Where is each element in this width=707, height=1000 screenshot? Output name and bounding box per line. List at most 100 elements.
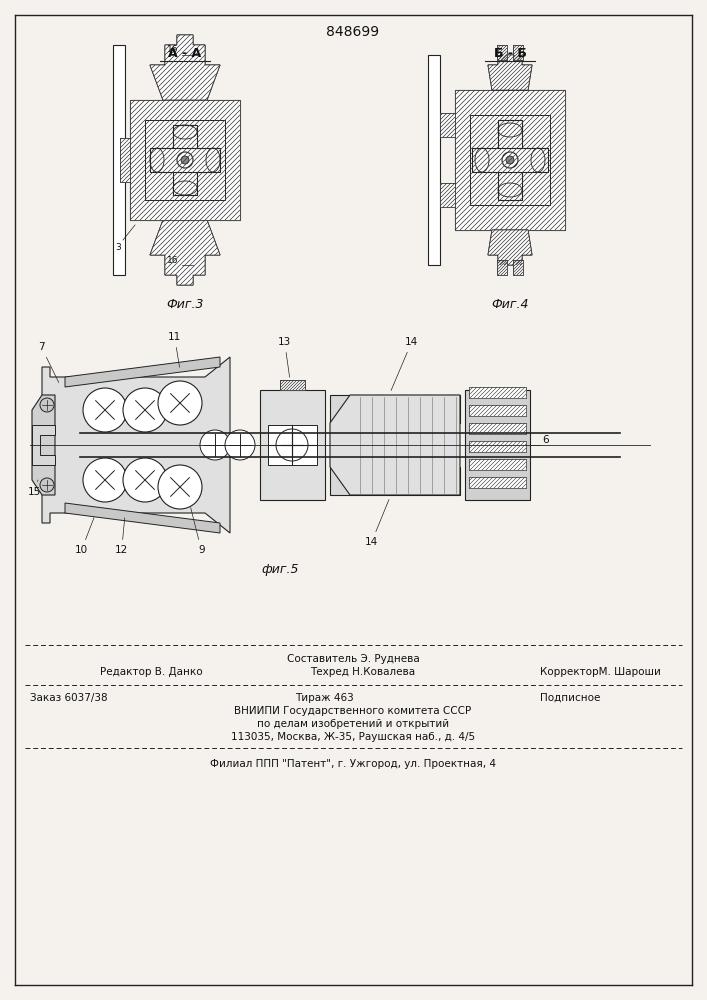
- Polygon shape: [32, 425, 55, 465]
- Text: Филиал ППП "Патент", г. Ужгород, ул. Проектная, 4: Филиал ППП "Патент", г. Ужгород, ул. Про…: [210, 759, 496, 769]
- Text: Техред Н.Ковалева: Техред Н.Ковалева: [310, 667, 415, 677]
- Polygon shape: [440, 183, 455, 207]
- Text: Фиг.4: Фиг.4: [491, 298, 529, 312]
- Polygon shape: [260, 390, 325, 500]
- Polygon shape: [150, 220, 220, 285]
- Polygon shape: [428, 55, 440, 265]
- Text: 14: 14: [391, 337, 419, 390]
- Polygon shape: [455, 90, 565, 230]
- Polygon shape: [120, 138, 130, 182]
- Polygon shape: [497, 45, 507, 60]
- Polygon shape: [497, 260, 507, 275]
- Text: Подписное: Подписное: [540, 693, 600, 703]
- Circle shape: [200, 430, 230, 460]
- Polygon shape: [469, 441, 526, 452]
- Polygon shape: [497, 45, 507, 60]
- Text: КорректорМ. Шароши: КорректорМ. Шароши: [540, 667, 661, 677]
- Polygon shape: [268, 425, 317, 465]
- Circle shape: [158, 465, 202, 509]
- Polygon shape: [469, 405, 526, 416]
- Text: Заказ 6037/38: Заказ 6037/38: [30, 693, 107, 703]
- Text: Тираж 463: Тираж 463: [295, 693, 354, 703]
- Polygon shape: [465, 390, 530, 500]
- Polygon shape: [280, 380, 305, 390]
- Text: A - A: A - A: [168, 47, 201, 60]
- Polygon shape: [455, 90, 565, 230]
- Circle shape: [123, 388, 167, 432]
- Polygon shape: [330, 395, 460, 423]
- Text: 10: 10: [75, 518, 94, 555]
- Polygon shape: [488, 55, 532, 90]
- Polygon shape: [145, 120, 225, 200]
- Polygon shape: [330, 467, 460, 495]
- Text: Фиг.3: Фиг.3: [166, 298, 204, 312]
- Text: Б - Б: Б - Б: [493, 47, 527, 60]
- Polygon shape: [470, 115, 550, 205]
- Polygon shape: [497, 260, 507, 275]
- Polygon shape: [513, 45, 523, 60]
- Polygon shape: [472, 148, 548, 172]
- Text: 7: 7: [38, 342, 59, 383]
- Text: 16: 16: [167, 45, 178, 54]
- Text: 3: 3: [115, 243, 121, 252]
- Circle shape: [123, 458, 167, 502]
- Polygon shape: [469, 477, 526, 488]
- Text: фиг.5: фиг.5: [262, 564, 299, 576]
- Text: 9: 9: [191, 508, 204, 555]
- Circle shape: [40, 478, 54, 492]
- Text: 16: 16: [167, 256, 178, 265]
- Polygon shape: [32, 395, 55, 495]
- Polygon shape: [469, 477, 526, 488]
- Polygon shape: [130, 100, 240, 220]
- Polygon shape: [330, 395, 460, 495]
- Polygon shape: [42, 357, 230, 533]
- Circle shape: [502, 152, 518, 168]
- Polygon shape: [513, 260, 523, 275]
- Polygon shape: [150, 220, 220, 285]
- Circle shape: [506, 156, 514, 164]
- Polygon shape: [280, 380, 305, 390]
- Text: 14: 14: [365, 500, 389, 547]
- Text: по делам изобретений и открытий: по делам изобретений и открытий: [257, 719, 449, 729]
- Text: Составитель Э. Руднева: Составитель Э. Руднева: [286, 654, 419, 664]
- Polygon shape: [130, 100, 240, 220]
- Circle shape: [276, 429, 308, 461]
- Polygon shape: [65, 503, 220, 533]
- Circle shape: [225, 430, 255, 460]
- Text: 15: 15: [28, 480, 41, 497]
- Polygon shape: [469, 459, 526, 470]
- Circle shape: [177, 152, 193, 168]
- Polygon shape: [150, 35, 220, 100]
- Circle shape: [83, 388, 127, 432]
- Text: 848699: 848699: [327, 25, 380, 39]
- Polygon shape: [469, 423, 526, 434]
- Polygon shape: [469, 459, 526, 470]
- Text: 12: 12: [115, 518, 128, 555]
- Text: 113035, Москва, Ж-35, Раушская наб., д. 4/5: 113035, Москва, Ж-35, Раушская наб., д. …: [231, 732, 475, 742]
- Circle shape: [40, 398, 54, 412]
- Polygon shape: [469, 423, 526, 434]
- Text: ВНИИПИ Государственного комитета СССР: ВНИИПИ Государственного комитета СССР: [235, 706, 472, 716]
- Polygon shape: [469, 441, 526, 452]
- Circle shape: [83, 458, 127, 502]
- Circle shape: [158, 381, 202, 425]
- Polygon shape: [488, 55, 532, 90]
- Polygon shape: [173, 125, 197, 195]
- Polygon shape: [469, 387, 526, 398]
- Text: 11: 11: [168, 332, 181, 367]
- Polygon shape: [469, 405, 526, 416]
- Circle shape: [181, 156, 189, 164]
- Polygon shape: [498, 120, 522, 200]
- Polygon shape: [150, 148, 220, 172]
- Polygon shape: [513, 260, 523, 275]
- Polygon shape: [488, 230, 532, 265]
- Text: Редактор В. Данко: Редактор В. Данко: [100, 667, 203, 677]
- Polygon shape: [488, 230, 532, 265]
- Polygon shape: [440, 113, 455, 137]
- Polygon shape: [513, 45, 523, 60]
- Text: 6: 6: [542, 435, 549, 445]
- Polygon shape: [65, 357, 220, 387]
- Polygon shape: [440, 183, 455, 207]
- Polygon shape: [150, 35, 220, 100]
- Polygon shape: [469, 387, 526, 398]
